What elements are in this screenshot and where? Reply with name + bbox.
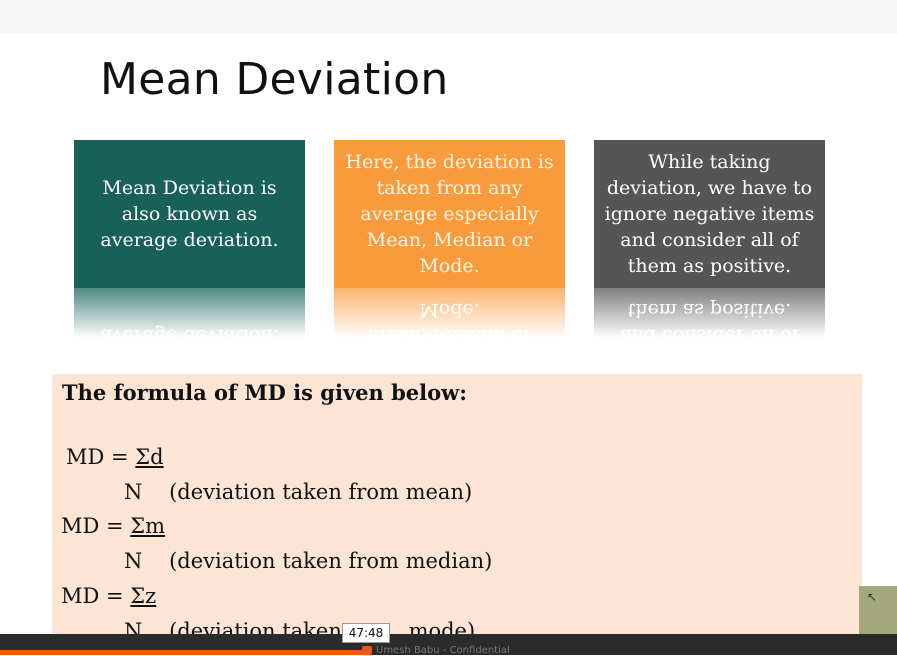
card-average-deviation: Mean Deviation is also known as average … [74, 140, 305, 288]
card-text: Mean Deviation is also known as average … [100, 177, 279, 251]
formula-box: The formula of MD is given below: MD = Σ… [52, 374, 862, 644]
card-ignore-negative: While taking deviation, we have to ignor… [594, 140, 825, 288]
formula-md-median: MD = Σm [61, 514, 166, 538]
time-tooltip: 47:48 [342, 623, 390, 643]
video-progress-fill [0, 650, 368, 655]
video-progress-bar[interactable] [0, 634, 897, 655]
watermark-text: Umesh Babu - Confidential [376, 645, 510, 656]
card-text: Here, the deviation is taken from any av… [345, 151, 554, 277]
card-reflection: Here, the deviation is taken from any av… [334, 288, 565, 338]
card-deviation-from-average: Here, the deviation is taken from any av… [334, 140, 565, 288]
formula-md-mean: MD = Σd [66, 445, 164, 469]
card-reflection: Mean Deviation is also known as average … [74, 288, 305, 338]
formula-heading: The formula of MD is given below: [62, 380, 467, 405]
formula-denominator-median: N (deviation taken from median) [124, 549, 493, 573]
side-thumbnail: ↖ [859, 586, 897, 634]
formula-denominator-mean: N (deviation taken from mean) [124, 480, 473, 504]
video-scrubber-handle[interactable] [362, 646, 372, 655]
slide-title: Mean Deviation [100, 54, 449, 105]
card-text: While taking deviation, we have to ignor… [604, 151, 815, 277]
slide: Mean Deviation Mean Deviation is also kn… [0, 34, 897, 644]
card-reflection: While taking deviation, we have to ignor… [594, 288, 825, 338]
top-bar [0, 0, 897, 34]
formula-md-mode: MD = Σz [61, 584, 157, 608]
